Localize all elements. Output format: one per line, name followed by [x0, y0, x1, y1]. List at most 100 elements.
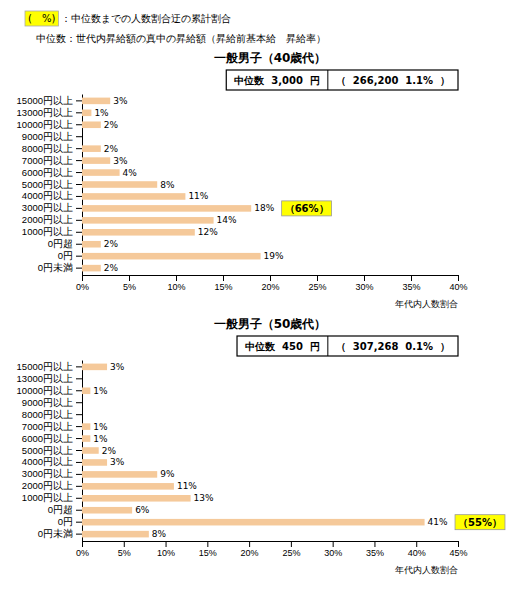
y-tick-label: 3000円以上 [22, 202, 73, 213]
y-tick-mark [76, 438, 82, 439]
y-tick-mark [76, 534, 82, 535]
y-tick-label: 1000円以上 [22, 492, 73, 503]
x-tick-mark [333, 541, 334, 547]
x-tick-label: 5% [118, 548, 131, 558]
bar [82, 145, 101, 152]
bar [82, 435, 90, 442]
data-label: 3% [110, 457, 125, 467]
bar [82, 459, 107, 466]
bar [82, 98, 110, 105]
median-box-frame [237, 336, 458, 356]
bar [82, 229, 195, 236]
x-tick-label: 25% [282, 548, 300, 558]
y-tick: 0円未満 [38, 528, 82, 539]
y-tick: 0円 [58, 250, 82, 261]
y-tick-mark [76, 522, 82, 523]
bar [82, 205, 251, 212]
y-tick-label: 0円 [58, 250, 73, 261]
data-label: 13% [194, 493, 214, 503]
median-text: （ 307,268 0.1% ） [336, 341, 450, 352]
y-axis: 15000円以上13000円以上10000円以上9000円以上8000円以上70… [17, 361, 83, 542]
chart-svg: ( %)：中位数までの人数割合迂の累計割合中位数：世代内昇給額の真中の昇給額（昇… [0, 0, 530, 594]
y-tick: 2000円以上 [22, 214, 82, 225]
x-tick-mark [411, 275, 412, 281]
data-label: 1% [93, 434, 108, 444]
y-tick-label: 0円超 [48, 504, 73, 515]
x-tick-mark [374, 541, 375, 547]
x-tick: 5% [123, 275, 136, 292]
y-tick: 5000円以上 [22, 445, 82, 456]
y-tick-label: 7000円以上 [22, 155, 73, 166]
data-label: 18% [254, 203, 274, 213]
x-tick: 20% [241, 541, 259, 558]
y-tick-mark [76, 256, 82, 257]
bar [82, 519, 425, 526]
x-tick-mark [249, 541, 250, 547]
y-tick-label: 2000円以上 [22, 480, 73, 491]
x-tick-label: 20% [261, 282, 279, 292]
median-box-divider [327, 70, 328, 90]
data-label: 2% [102, 446, 117, 456]
y-tick: 9000円以上 [22, 131, 82, 142]
x-tick: 15% [199, 541, 217, 558]
bar [82, 169, 120, 176]
data-label: 6% [135, 505, 150, 515]
x-tick-mark [82, 275, 83, 281]
y-tick-label: 0円 [58, 516, 73, 527]
bar [82, 423, 90, 430]
bar [82, 387, 90, 394]
x-tick-mark [458, 275, 459, 281]
x-tick: 10% [167, 275, 185, 292]
y-tick-label: 9000円以上 [22, 131, 73, 142]
y-tick: 15000円以上 [17, 361, 82, 372]
y-tick: 1000円以上 [22, 492, 82, 503]
x-tick-label: 20% [241, 548, 259, 558]
header-line: 中位数：世代内昇給額の真中の昇給額（昇給前基本給 昇給率） [36, 33, 326, 44]
x-tick: 25% [282, 541, 300, 558]
bar [82, 217, 214, 224]
header: ( %)：中位数までの人数割合迂の累計割合中位数：世代内昇給額の真中の昇給額（昇… [25, 11, 326, 44]
bar [82, 364, 107, 371]
y-tick: 1000円以上 [22, 226, 82, 237]
x-tick-label: 40% [408, 548, 426, 558]
bar [82, 157, 110, 164]
y-tick-mark [76, 474, 82, 475]
x-tick-mark [129, 275, 130, 281]
x-axis-line [83, 542, 459, 548]
header-line: ：中位数までの人数割合迂の累計割合 [61, 13, 231, 24]
x-tick-mark [270, 275, 271, 281]
y-tick-mark [76, 462, 82, 463]
x-axis: 0%5%10%15%20%25%30%35%40%45% [76, 541, 468, 558]
x-tick-mark [124, 541, 125, 547]
y-tick-label: 15000円以上 [17, 95, 73, 106]
x-tick-label: 10% [157, 548, 175, 558]
data-label: 2% [104, 144, 119, 154]
x-axis-label: 年代内人数割合 [395, 565, 458, 575]
y-tick-label: 0円超 [48, 238, 73, 249]
data-label: 2% [104, 263, 119, 273]
x-tick-mark [317, 275, 318, 281]
y-tick-label: 10000円以上 [17, 385, 73, 396]
y-tick-mark [76, 402, 82, 403]
x-tick: 30% [324, 541, 342, 558]
y-tick-mark [76, 136, 82, 137]
y-tick: 3000円以上 [22, 202, 82, 213]
data-label: 3% [110, 362, 125, 372]
y-tick-mark [76, 220, 82, 221]
data-label: 41% [428, 517, 448, 527]
y-tick-label: 9000円以上 [22, 397, 73, 408]
highlight-label: （55%） [458, 517, 502, 528]
y-tick: 8000円以上 [22, 409, 82, 420]
y-tick: 7000円以上 [22, 421, 82, 432]
bar [82, 241, 101, 248]
x-tick-label: 10% [167, 282, 185, 292]
x-tick: 0% [76, 275, 89, 292]
chart-title: 一般男子（40歳代） [214, 51, 327, 65]
bar [82, 411, 83, 418]
y-tick-label: 13000円以上 [17, 107, 73, 118]
y-tick-mark [76, 450, 82, 451]
x-axis-line [83, 276, 459, 282]
data-label: 14% [217, 215, 237, 225]
y-tick: 3000円以上 [22, 468, 82, 479]
x-tick-label: 5% [123, 282, 136, 292]
